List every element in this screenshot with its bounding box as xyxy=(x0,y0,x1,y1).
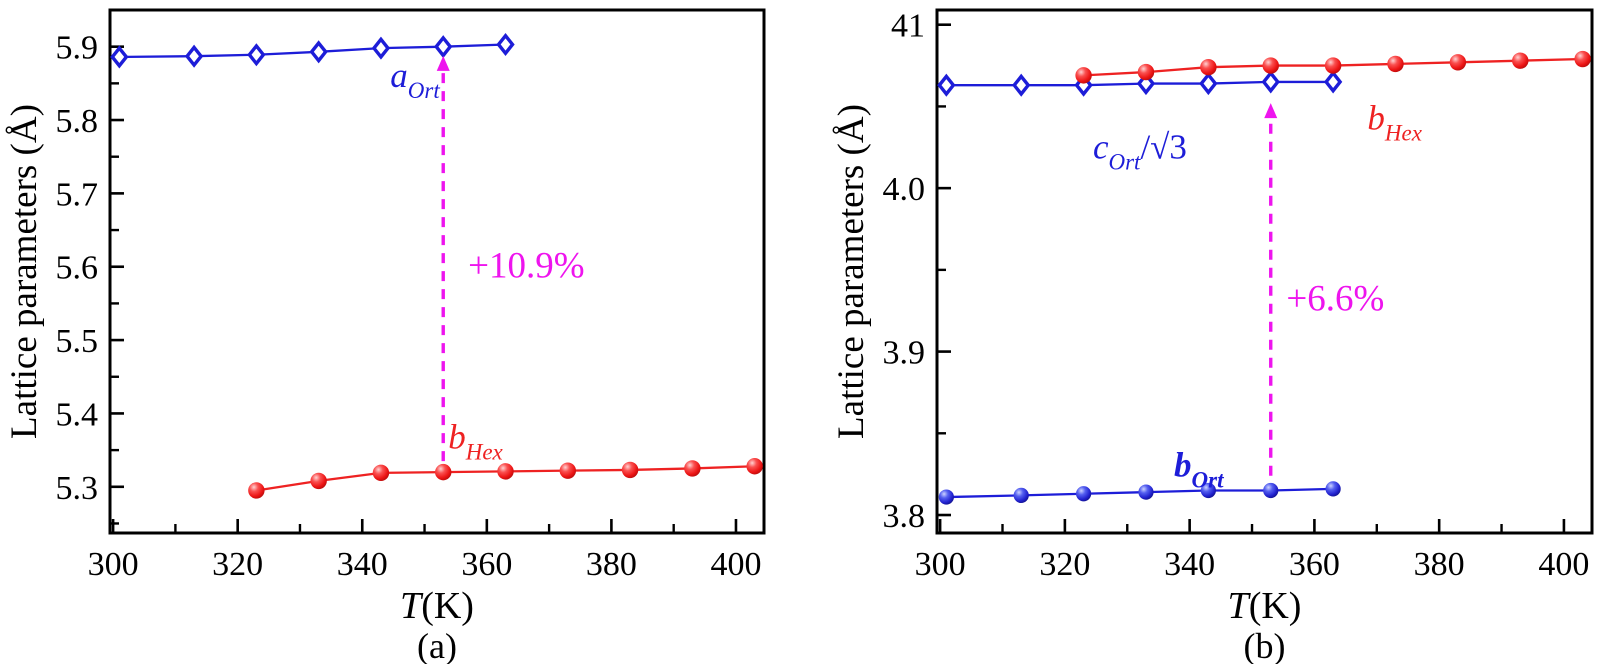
data-point xyxy=(1262,57,1279,74)
data-point xyxy=(248,482,265,499)
annotation-arrow xyxy=(436,55,450,462)
panel-caption: (b) xyxy=(1244,626,1286,664)
data-point xyxy=(938,489,954,505)
plot-frame xyxy=(108,8,766,535)
data-point xyxy=(1449,54,1467,71)
x-axis-tick-label: 360 xyxy=(461,546,512,583)
data-point xyxy=(310,472,327,490)
data-point xyxy=(1263,482,1279,499)
data-point xyxy=(309,40,328,64)
data-point xyxy=(434,35,453,59)
series-c_Ort_over_sqrt3 xyxy=(937,70,1343,97)
data-point xyxy=(746,458,763,475)
data-point xyxy=(1075,67,1092,84)
y-axis-tick-label: 5.4 xyxy=(56,396,99,433)
data-point xyxy=(497,463,514,480)
series-label-a_Ort: aOrt xyxy=(390,56,440,103)
series-a_Ort xyxy=(110,32,515,69)
data-point xyxy=(1075,486,1092,502)
y-axis-tick-label: 41 xyxy=(891,8,925,45)
data-point xyxy=(435,463,452,481)
x-axis-tick-label: 340 xyxy=(1164,546,1215,583)
y-axis-tick-label: 3.8 xyxy=(883,498,926,535)
data-point xyxy=(371,36,391,60)
data-point xyxy=(1261,70,1280,94)
data-point xyxy=(110,45,129,69)
data-point xyxy=(1324,57,1342,74)
y-axis-tick-label: 5.8 xyxy=(56,103,99,140)
x-axis-tick-label: 300 xyxy=(915,546,966,583)
x-axis-tick-label: 320 xyxy=(212,546,263,583)
series-label-b_Hex: bHex xyxy=(1367,98,1422,145)
x-axis-tick-label: 340 xyxy=(337,546,388,583)
data-point xyxy=(559,462,576,479)
x-axis-title: T(K) xyxy=(1228,585,1302,627)
series-b_Hex xyxy=(1075,50,1591,84)
x-axis-tick-label: 320 xyxy=(1039,546,1090,583)
plot-frame xyxy=(935,8,1594,535)
data-point xyxy=(1200,482,1216,499)
panel-a-chart: 300 320 340 360 380 400 5.9 5.8 5.7 5.6 5.5 5.4 5.3 L… xyxy=(4,8,766,664)
data-point xyxy=(1512,52,1529,69)
data-point xyxy=(496,32,515,57)
annotation-arrow xyxy=(1264,103,1278,476)
x-axis-tick-label: 300 xyxy=(88,546,139,583)
data-point xyxy=(1200,59,1217,76)
data-point xyxy=(937,73,956,97)
annotation-arrow-head xyxy=(436,55,450,71)
series-label-b_Hex: bHex xyxy=(448,418,503,465)
data-point xyxy=(372,464,390,482)
y-axis-tick-label: 5.9 xyxy=(56,30,99,67)
y-axis-tick-label: 5.7 xyxy=(56,176,99,213)
y-axis-tick-label: 5.5 xyxy=(56,323,99,360)
data-point xyxy=(1325,481,1341,497)
data-point xyxy=(247,43,266,67)
data-point xyxy=(184,44,204,68)
x-axis-tick-label: 380 xyxy=(1414,546,1465,583)
data-point xyxy=(1013,487,1029,504)
panel-b-chart: 300 320 340 360 380 400 41 4.0 3.9 3.8 Lattice par… xyxy=(831,8,1594,664)
annotation-arrow-head xyxy=(1264,103,1278,119)
percent-annotation: +6.6% xyxy=(1286,279,1384,320)
y-axis-tick-label: 4.0 xyxy=(883,171,926,208)
series-label-c_Ort_over_sqrt3: cOrt/√3 xyxy=(1093,128,1187,175)
data-point xyxy=(1137,63,1155,81)
data-point xyxy=(1012,73,1031,97)
x-axis-tick-label: 400 xyxy=(710,546,761,583)
y-axis-title: Lattice parameters (Å) xyxy=(4,104,45,439)
y-axis-tick-label: 5.6 xyxy=(56,250,99,287)
data-point xyxy=(1387,55,1404,73)
percent-annotation: +10.9% xyxy=(468,246,584,287)
panel-caption: (a) xyxy=(417,626,457,664)
y-axis-title: Lattice parameters (Å) xyxy=(831,104,872,439)
data-point xyxy=(684,460,701,477)
x-axis-title: T(K) xyxy=(400,585,474,627)
series-label-b_Ort: bOrt xyxy=(1174,446,1224,493)
series-b_Hex xyxy=(248,458,763,499)
x-axis-tick-label: 380 xyxy=(586,546,637,583)
data-point xyxy=(621,461,639,479)
series-b_Ort xyxy=(938,481,1341,505)
y-axis-tick-label: 5.3 xyxy=(56,470,99,507)
data-point xyxy=(1199,72,1218,96)
data-point xyxy=(1323,70,1343,94)
data-point xyxy=(1138,484,1154,500)
x-axis-tick-label: 360 xyxy=(1289,546,1340,583)
data-point xyxy=(1574,50,1591,68)
y-axis-tick-label: 3.9 xyxy=(883,335,926,372)
x-axis-tick-label: 400 xyxy=(1538,546,1589,583)
